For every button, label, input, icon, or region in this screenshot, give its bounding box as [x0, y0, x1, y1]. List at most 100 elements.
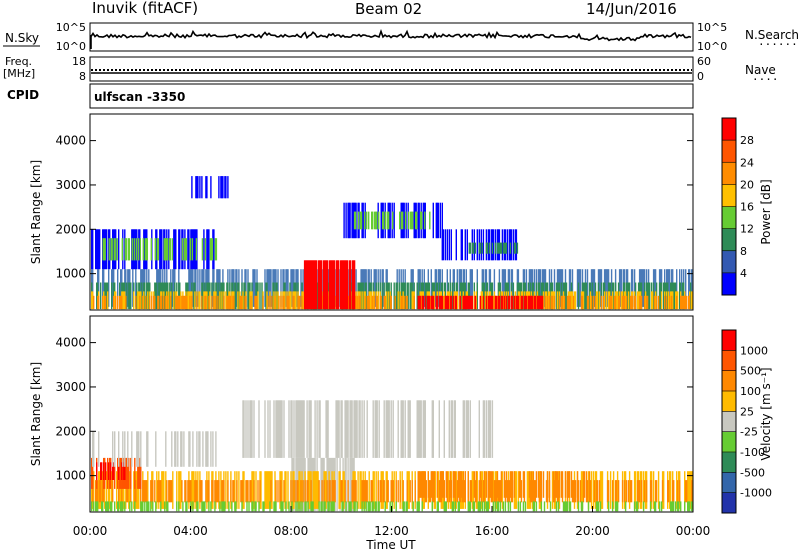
- heatmap-cell: [372, 400, 374, 458]
- heatmap-cell: [636, 291, 639, 310]
- heatmap-cell: [185, 295, 187, 310]
- heatmap-cell: [233, 269, 235, 307]
- heatmap-cell: [201, 480, 203, 503]
- heatmap-cell: [332, 501, 334, 512]
- heatmap-cell: [638, 480, 641, 503]
- heatmap-cell: [154, 238, 156, 261]
- heatmap-cell: [474, 480, 476, 503]
- heatmap-cell: [130, 282, 132, 310]
- heatmap-cell: [201, 176, 203, 199]
- heatmap-cell: [674, 282, 676, 310]
- heatmap-cell: [619, 269, 622, 307]
- heatmap-cell: [121, 480, 123, 503]
- heatmap-cell: [112, 431, 114, 467]
- heatmap-cell: [385, 291, 387, 310]
- heatmap-cell: [653, 295, 656, 310]
- heatmap-cell: [607, 501, 610, 512]
- heatmap-cell: [498, 295, 501, 310]
- heatmap-cell: [166, 480, 168, 503]
- heatmap-cell: [614, 295, 617, 310]
- heatmap-cell: [92, 480, 94, 503]
- heatmap-cell: [222, 176, 224, 199]
- heatmap-cell: [158, 480, 160, 503]
- heatmap-cell: [113, 462, 115, 480]
- heatmap-cell: [581, 501, 584, 512]
- heatmap-cell: [559, 269, 562, 307]
- heatmap-cell: [273, 291, 275, 310]
- heatmap-cell: [344, 260, 347, 310]
- heatmap-cell: [165, 431, 167, 467]
- heatmap-cell: [483, 400, 486, 458]
- heatmap-cell: [328, 260, 331, 310]
- heatmap-cell: [300, 480, 302, 503]
- heatmap-cell: [397, 480, 399, 503]
- heatmap-cell: [285, 471, 287, 509]
- heatmap-cell: [356, 400, 358, 458]
- colorbar-swatch: [722, 140, 736, 163]
- heatmap-cell: [469, 400, 471, 458]
- heatmap-cell: [242, 480, 244, 503]
- heatmap-cell: [597, 501, 600, 512]
- heatmap-cell: [552, 471, 555, 498]
- heatmap-cell: [188, 291, 190, 310]
- heatmap-cell: [377, 501, 379, 512]
- heatmap-cell: [386, 400, 388, 458]
- heatmap-cell: [201, 238, 204, 261]
- heatmap-cell: [91, 229, 93, 270]
- heatmap-cell: [372, 211, 374, 230]
- heatmap-cell: [489, 295, 492, 310]
- heatmap-cell: [417, 295, 419, 310]
- heatmap-cell: [278, 400, 280, 458]
- heatmap-cell: [161, 295, 163, 310]
- heatmap-cell: [137, 291, 139, 310]
- heatmap-cell: [111, 282, 113, 310]
- heatmap-cell: [130, 480, 132, 503]
- heatmap-cell: [287, 269, 289, 307]
- heatmap-cell: [275, 400, 277, 458]
- heatmap-cell: [286, 295, 288, 310]
- heatmap-cell: [291, 457, 293, 512]
- heatmap-cell: [210, 176, 212, 199]
- heatmap-cell: [371, 211, 373, 230]
- heatmap-cell: [254, 295, 256, 310]
- heatmap-cell: [634, 295, 637, 310]
- heatmap-cell: [155, 501, 157, 512]
- heatmap-cell: [482, 295, 485, 310]
- heatmap-cell: [128, 238, 130, 261]
- heatmap-cell: [496, 242, 499, 254]
- heatmap-cell: [598, 480, 601, 503]
- heatmap-cell: [129, 282, 131, 310]
- heatmap-cell: [487, 471, 490, 498]
- heatmap-cell: [502, 242, 505, 254]
- heatmap-cell: [135, 480, 137, 503]
- heatmap-cell: [219, 269, 221, 307]
- heatmap-cell: [328, 480, 330, 503]
- heatmap-cell: [447, 471, 449, 509]
- heatmap-cell: [549, 501, 552, 512]
- heatmap-cell: [578, 269, 581, 307]
- heatmap-cell: [435, 202, 437, 239]
- heatmap-cell: [280, 269, 282, 307]
- heatmap-cell: [600, 471, 603, 509]
- heatmap-cell: [412, 211, 414, 230]
- heatmap-cell: [96, 501, 98, 512]
- heatmap-cell: [546, 295, 549, 310]
- heatmap-cell: [657, 471, 660, 509]
- heatmap-cell: [239, 295, 241, 310]
- heatmap-cell: [150, 238, 152, 261]
- heatmap-cell: [399, 291, 401, 310]
- heatmap-cell: [516, 295, 519, 310]
- heatmap-cell: [631, 269, 634, 307]
- heatmap-cell: [334, 480, 336, 503]
- heatmap-cell: [196, 431, 198, 467]
- heatmap-cell: [298, 400, 300, 458]
- heatmap-cell: [280, 400, 282, 458]
- heatmap-cell: [515, 229, 518, 261]
- heatmap-cell: [589, 291, 592, 310]
- heatmap-cell: [315, 260, 318, 310]
- heatmap-cell: [202, 431, 204, 467]
- heatmap-cell: [624, 471, 627, 509]
